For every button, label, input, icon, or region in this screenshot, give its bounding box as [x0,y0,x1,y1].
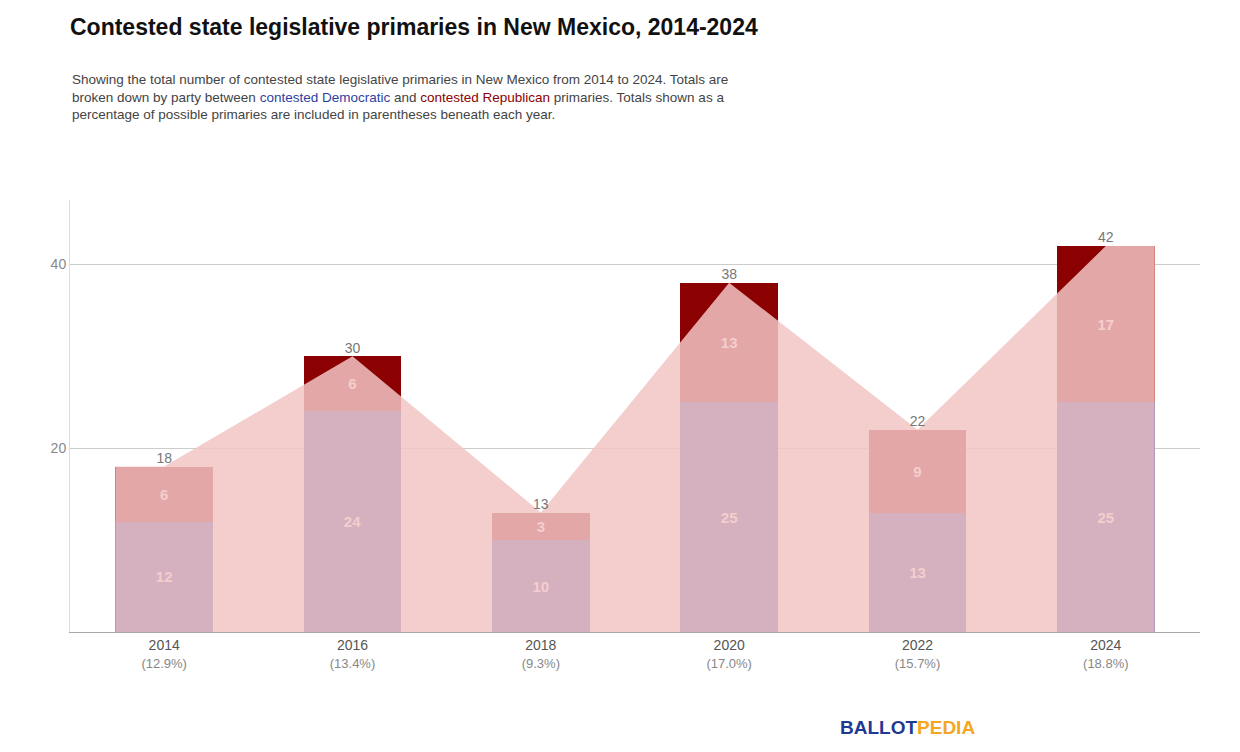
svg-text:2020(17.0%): 2020(17.0%) [706,637,752,671]
svg-text:12: 12 [156,568,173,585]
svg-text:2022(15.7%): 2022(15.7%) [895,637,941,671]
svg-text:30: 30 [345,340,361,356]
svg-text:42: 42 [1098,229,1114,245]
svg-text:17: 17 [1097,316,1114,333]
svg-text:13: 13 [721,334,738,351]
svg-text:25: 25 [1097,509,1114,526]
svg-text:2014(12.9%): 2014(12.9%) [141,637,187,671]
svg-text:9: 9 [913,463,921,480]
svg-text:6: 6 [348,375,356,392]
svg-text:Contested state legislative pr: Contested state legislative primaries in… [70,14,758,40]
svg-text:20: 20 [51,440,67,456]
svg-text:Showing the total number of co: Showing the total number of contested st… [72,72,728,122]
svg-text:2018(9.3%): 2018(9.3%) [522,637,560,671]
svg-text:18: 18 [156,450,172,466]
svg-text:13: 13 [909,564,926,581]
svg-text:38: 38 [721,266,737,282]
svg-text:2024(18.8%): 2024(18.8%) [1083,637,1129,671]
svg-text:24: 24 [344,513,361,530]
svg-text:22: 22 [910,413,926,429]
svg-text:25: 25 [721,509,738,526]
svg-text:10: 10 [532,578,549,595]
svg-text:13: 13 [533,496,549,512]
svg-text:2016(13.4%): 2016(13.4%) [330,637,376,671]
svg-text:3: 3 [537,518,545,535]
svg-text:BALLOTPEDIA: BALLOTPEDIA [840,717,975,738]
svg-text:6: 6 [160,486,168,503]
svg-text:40: 40 [51,256,67,272]
